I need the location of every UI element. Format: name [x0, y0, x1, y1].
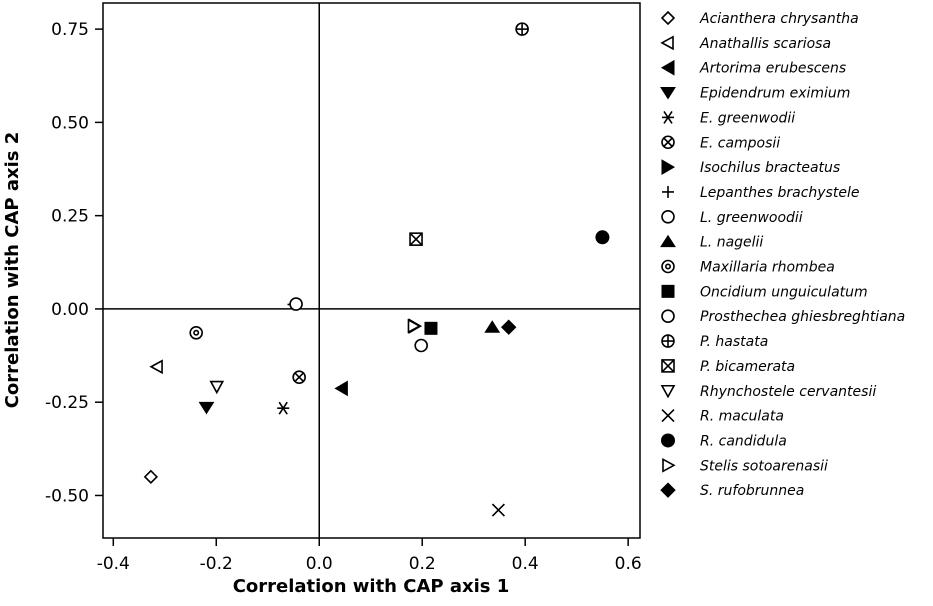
- data-point: [424, 321, 438, 335]
- legend-label: Stelis sotoarenasii: [700, 458, 828, 474]
- data-point: [515, 22, 529, 36]
- legend-marker: [660, 234, 676, 248]
- data-point: [407, 318, 422, 334]
- legend-label: L. greenwoodii: [700, 210, 803, 226]
- legend-label: Lepanthes brachystele: [700, 185, 859, 201]
- data-point: [484, 320, 501, 333]
- legend-marker: [661, 359, 675, 373]
- legend-item: R. candidula: [661, 433, 787, 449]
- legend-label: S. rufobrunnea: [700, 483, 804, 499]
- legend: Acianthera chrysantha Anathallis scariosa…: [660, 10, 905, 499]
- legend-label: Artorima erubescens: [699, 61, 846, 77]
- legend-marker: [661, 210, 675, 224]
- legend-label: R. candidula: [700, 433, 787, 449]
- data-point: [409, 232, 423, 246]
- legend-item: Epidendrum eximium: [660, 86, 850, 102]
- data-point: [334, 380, 348, 397]
- legend-item: E. greenwodii: [662, 110, 795, 126]
- legend-label: Acianthera chrysantha: [699, 11, 859, 27]
- legend-label: Isochilus bracteatus: [700, 160, 840, 176]
- data-point: [277, 401, 290, 415]
- legend-marker: [661, 259, 675, 274]
- legend-label: Anathallis scariosa: [699, 36, 831, 52]
- legend-item: Isochilus bracteatus: [661, 159, 840, 176]
- legend-label: E. greenwodii: [700, 110, 795, 126]
- legend-marker: [661, 284, 675, 298]
- data-point: [209, 380, 225, 395]
- x-tick-label: -0.2: [200, 554, 233, 574]
- data-point: [414, 338, 428, 353]
- y-axis-label: Correlation with CAP axis 2: [2, 132, 23, 409]
- data-point: [292, 370, 306, 385]
- data-points: [143, 22, 610, 517]
- legend-marker: [662, 110, 674, 124]
- legend-item: Prosthechea ghiesbreghtiana: [661, 309, 905, 325]
- legend-marker: [661, 59, 675, 76]
- legend-label: R. maculata: [700, 409, 784, 425]
- legend-item: L. nagelii: [660, 234, 763, 251]
- legend-item: S. rufobrunnea: [660, 482, 804, 499]
- data-point: [595, 230, 610, 245]
- legend-item: Oncidium unguiculatum: [661, 284, 868, 300]
- legend-item: Acianthera chrysantha: [660, 10, 859, 27]
- legend-label: Oncidium unguiculatum: [700, 284, 868, 300]
- data-point: [501, 319, 517, 335]
- data-point: [149, 359, 163, 375]
- data-point: [143, 469, 159, 484]
- legend-marker: [661, 433, 675, 448]
- y-tick-label: 0.75: [51, 20, 89, 40]
- legend-item: Lepanthes brachystele: [662, 185, 859, 201]
- x-tick-label: -0.4: [97, 554, 130, 574]
- legend-label: Maxillaria rhombea: [700, 260, 835, 276]
- x-tick-label: 0.2: [409, 554, 436, 574]
- legend-label: P. bicamerata: [700, 359, 795, 375]
- x-tick-label: 0.6: [615, 554, 642, 574]
- y-tick-label: 0.50: [51, 113, 89, 133]
- x-tick-label: 0.0: [306, 554, 333, 574]
- legend-marker: [661, 309, 675, 324]
- legend-label: Epidendrum eximium: [700, 86, 850, 102]
- legend-item: Artorima erubescens: [661, 59, 846, 77]
- legend-marker: [660, 35, 674, 51]
- legend-marker: [661, 334, 675, 348]
- legend-marker: [661, 409, 675, 423]
- legend-item: Rhynchostele cervantesii: [660, 384, 876, 400]
- legend-label: P. hastata: [700, 334, 768, 350]
- legend-marker: [660, 87, 676, 100]
- data-point: [198, 401, 215, 415]
- x-axis-label: Correlation with CAP axis 1: [233, 576, 510, 597]
- x-tick-label: 0.4: [512, 554, 539, 574]
- legend-marker: [662, 185, 674, 198]
- legend-marker: [661, 135, 675, 150]
- plot-area: -0.4 -0.2 0.0 0.2 0.4 0.6 -0.50 -0.25 0.00 0.25 0.…: [45, 2, 642, 574]
- legend-marker: [661, 159, 675, 175]
- legend-marker: [660, 10, 676, 26]
- legend-marker: [662, 457, 676, 473]
- legend-label: L. nagelii: [700, 235, 763, 251]
- legend-item: P. hastata: [661, 334, 768, 350]
- legend-item: R. maculata: [661, 409, 784, 425]
- data-point: [491, 503, 505, 517]
- legend-label: E. camposii: [700, 135, 780, 151]
- y-tick-label: 0.25: [51, 207, 89, 227]
- y-tick-label: 0.00: [51, 300, 89, 320]
- y-tick-label: -0.50: [45, 486, 89, 506]
- data-point: [289, 297, 303, 311]
- legend-marker: [660, 482, 676, 498]
- legend-label: Prosthechea ghiesbreghtiana: [700, 309, 905, 325]
- y-tick-label: -0.25: [45, 393, 89, 413]
- legend-item: Maxillaria rhombea: [661, 259, 835, 276]
- legend-item: E. camposii: [661, 135, 780, 151]
- data-point: [189, 326, 203, 340]
- legend-item: P. bicamerata: [661, 359, 795, 375]
- plot-frame: [102, 2, 641, 539]
- legend-label: Rhynchostele cervantesii: [700, 384, 876, 400]
- legend-item: Stelis sotoarenasii: [662, 457, 828, 474]
- legend-marker: [660, 384, 676, 399]
- legend-item: L. greenwoodii: [661, 210, 803, 226]
- legend-item: Anathallis scariosa: [660, 35, 831, 52]
